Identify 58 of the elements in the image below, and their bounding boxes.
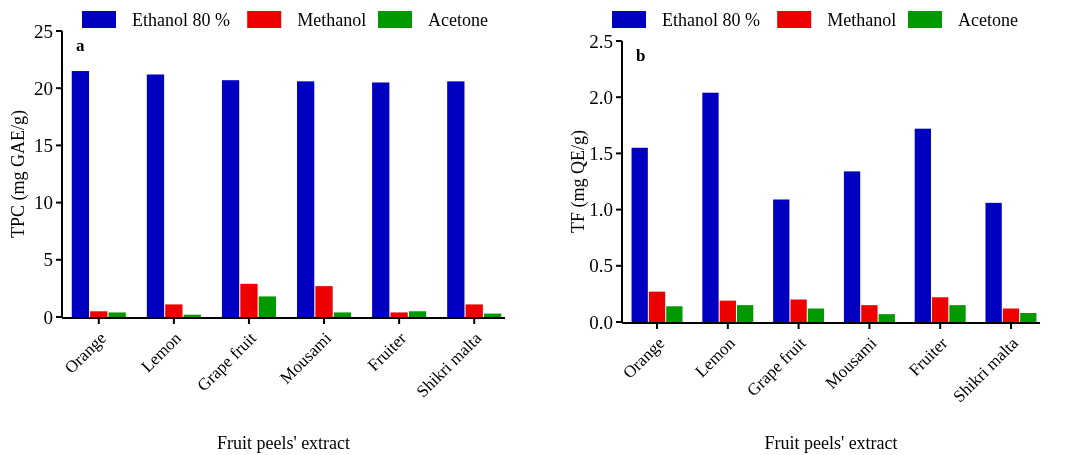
y-tick-label: 1.5 <box>589 143 613 165</box>
bar <box>297 81 315 317</box>
bar <box>949 305 966 322</box>
bar <box>737 305 754 322</box>
y-tick-label: 2.5 <box>589 30 613 52</box>
y-tick-label: 20 <box>34 77 53 99</box>
x-axis-title: Fruit peels' extract <box>216 433 351 453</box>
y-tick-label: 1.0 <box>589 199 613 221</box>
bar <box>631 147 648 322</box>
y-axis-title: TPC (mg GAE/g) <box>8 110 29 238</box>
bar <box>985 202 1002 322</box>
bar <box>146 74 165 317</box>
bar <box>1002 308 1020 322</box>
bar <box>773 199 790 322</box>
bar <box>719 300 736 322</box>
bar <box>315 286 333 317</box>
bar <box>861 305 878 322</box>
y-tick-label: 0.0 <box>589 311 613 333</box>
annotation: b <box>636 46 646 65</box>
legend-label: Methanol <box>827 10 897 31</box>
bar <box>648 291 666 322</box>
bar <box>878 314 895 322</box>
y-tick-label: 0 <box>43 306 53 328</box>
bar <box>165 304 183 317</box>
bar <box>790 299 807 322</box>
bar <box>465 304 483 317</box>
legend-label: Acetone <box>428 10 488 31</box>
y-tick-label: 2.0 <box>589 86 613 108</box>
bar <box>702 92 719 322</box>
y-tick-label: 15 <box>34 135 53 157</box>
bar <box>71 71 90 317</box>
bar <box>240 283 258 317</box>
bar <box>108 312 126 317</box>
legend-label: Ethanol 80 % <box>132 10 230 31</box>
y-tick-label: 0.5 <box>589 255 613 277</box>
legend-label: Ethanol 80 % <box>662 10 760 31</box>
bar <box>807 308 825 322</box>
y-axis-title: TF (mg QE/g) <box>568 130 589 233</box>
bar <box>843 171 861 322</box>
legend-label: Acetone <box>958 10 1018 31</box>
bar <box>221 80 240 317</box>
bar <box>1020 313 1037 322</box>
y-tick-label: 5 <box>43 249 53 271</box>
x-axis-title: Fruit peels' extract <box>764 433 898 453</box>
bar <box>914 128 931 322</box>
y-tick-label: 25 <box>34 20 53 42</box>
bar <box>90 311 108 317</box>
y-tick-label: 10 <box>34 192 53 214</box>
bar <box>447 81 465 317</box>
bar <box>932 297 949 322</box>
bar <box>333 312 352 317</box>
bar <box>258 296 276 317</box>
annotation: a <box>76 36 85 55</box>
bar <box>372 82 390 317</box>
bar <box>666 306 683 322</box>
bar <box>408 311 427 317</box>
bar <box>390 312 408 317</box>
legend-label: Methanol <box>297 10 367 31</box>
